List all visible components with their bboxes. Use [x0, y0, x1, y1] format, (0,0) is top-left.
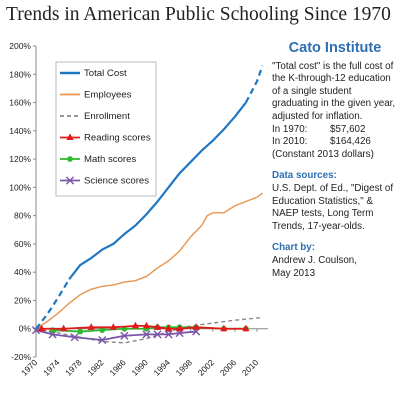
- y-tick-label: 160%: [9, 98, 31, 108]
- series-science-scores-point-stroke: [98, 335, 107, 345]
- series-science-scores-point: [164, 330, 173, 339]
- legend-item-total-cost: Total Cost: [60, 68, 127, 79]
- series-science-scores-point-stroke: [70, 333, 79, 342]
- series-reading-scores-point: [37, 324, 46, 332]
- legend-label-reading-scores: Reading scores: [84, 133, 151, 144]
- series-math-scores-point: [99, 327, 106, 334]
- y-tick-label: 80%: [14, 211, 31, 221]
- legend: Total Cost Employees Enrollment Reading sco…: [55, 61, 157, 197]
- series-employees: [35, 192, 263, 330]
- series-science-scores-point-stroke: [120, 331, 129, 340]
- x-tick-label: 1982: [85, 357, 106, 378]
- series-reading-scores-point: [164, 324, 173, 332]
- x-tick-label: 2006: [218, 357, 239, 378]
- x-tick-label: 1986: [107, 357, 128, 378]
- stat-2010: In 2010: $164,426: [272, 136, 398, 149]
- series-reading-scores-point: [142, 321, 151, 329]
- x-tick-label: 1990: [129, 357, 150, 378]
- legend-marker-math-scores: [67, 156, 73, 162]
- legend-marker-reading-scores: [66, 133, 74, 141]
- series-reading-scores-point: [192, 323, 200, 330]
- series-science-scores-point: [70, 333, 79, 342]
- series-science-scores-line: [35, 329, 197, 341]
- stat-1970: In 1970: $57,602: [272, 124, 398, 137]
- series-reading-scores-point: [109, 323, 117, 330]
- x-tick-label: 1998: [174, 357, 195, 378]
- series-science-scores-point: [31, 326, 41, 335]
- legend-marker-science-scores-stroke: [65, 176, 75, 185]
- series-reading-scores: [37, 321, 250, 332]
- series-reading-scores-line: [41, 325, 246, 330]
- legend-label-total-cost: Total Cost: [84, 68, 127, 79]
- data-sources-heading: Data sources:: [272, 170, 337, 182]
- chart-by-date: May 2013: [272, 267, 316, 279]
- series-total-cost-line-segment: [35, 278, 71, 330]
- legend-label-science-scores: Science scores: [84, 176, 149, 187]
- y-tick-label: 200%: [9, 41, 31, 51]
- legend-label-employees: Employees: [84, 90, 132, 101]
- x-tick-label: 1978: [63, 357, 84, 378]
- series-science-scores-point: [48, 330, 57, 339]
- x-tick-label: 1974: [41, 357, 62, 378]
- series-science-scores-point-stroke: [48, 330, 57, 339]
- legend-label-enrollment: Enrollment: [84, 111, 130, 122]
- series-total-cost: [35, 65, 264, 330]
- stat-2010-value: $164,426: [330, 136, 371, 148]
- legend-item-science-scores: Science scores: [60, 176, 149, 187]
- series-reading-scores-point: [176, 324, 184, 332]
- series-science-scores-point: [153, 330, 162, 339]
- series-layer: [31, 65, 264, 345]
- y-tick-label: 60%: [14, 239, 31, 249]
- series-reading-scores-point: [60, 324, 68, 332]
- stat-2010-label: In 2010:: [272, 136, 308, 148]
- series-math-scores-point: [77, 328, 84, 335]
- stat-1970-value: $57,602: [330, 123, 366, 135]
- series-science-scores-point: [142, 330, 151, 339]
- series-reading-scores-point: [220, 324, 228, 332]
- y-tick-label: 140%: [9, 126, 31, 136]
- series-total-cost-line-segment: [244, 65, 264, 104]
- data-sources-text: U.S. Dept. of Ed., "Digest of Education …: [272, 182, 394, 232]
- series-science-scores: [31, 326, 201, 345]
- legend-item-math-scores: Math scores: [60, 154, 136, 165]
- brand-title: Cato Institute: [288, 40, 382, 56]
- series-science-scores-point: [120, 331, 129, 340]
- chart-title: Trends in American Public Schooling Sinc…: [6, 4, 391, 25]
- series-science-scores-point: [98, 335, 107, 345]
- y-tick-label: -20%: [11, 352, 31, 362]
- x-tick-label: 2010: [240, 357, 261, 378]
- series-science-scores-point-stroke: [164, 330, 173, 339]
- series-reading-scores-point: [131, 321, 140, 329]
- y-tick-label: 100%: [9, 182, 31, 192]
- series-reading-scores-point: [87, 323, 95, 330]
- legend-label-math-scores: Math scores: [84, 154, 136, 165]
- series-science-scores-point-stroke: [31, 326, 41, 335]
- y-tick-label: 0%: [19, 324, 32, 334]
- legend-marker-science-scores: [65, 176, 75, 185]
- legend-item-employees: Employees: [60, 90, 132, 101]
- series-employees-line: [35, 192, 263, 330]
- legend-box: [55, 61, 157, 197]
- series-reading-scores-point: [153, 323, 162, 330]
- x-tick-label: 2002: [196, 357, 217, 378]
- y-tick-label: 40%: [14, 267, 31, 277]
- series-science-scores-point-stroke: [142, 330, 151, 339]
- chart-by-author: Andrew J. Coulson,: [272, 254, 357, 266]
- legend-item-enrollment: Enrollment: [60, 111, 130, 122]
- side-panel: Cato Institute "Total cost" is the full …: [272, 40, 398, 280]
- constant-dollars-note: (Constant 2013 dollars): [272, 148, 374, 160]
- series-reading-scores-point: [242, 324, 250, 332]
- series-total-cost-line-segment: [68, 101, 247, 280]
- chart-by-heading: Chart by:: [272, 242, 316, 254]
- y-tick-label: 20%: [14, 295, 31, 305]
- x-tick-label: 1994: [152, 357, 173, 378]
- description-text: "Total cost" is the full cost of the K-t…: [272, 60, 396, 122]
- y-tick-label: 180%: [9, 69, 31, 79]
- series-science-scores-point-stroke: [153, 330, 162, 339]
- legend-item-reading-scores: Reading scores: [60, 133, 151, 144]
- y-tick-label: 120%: [9, 154, 31, 164]
- stat-1970-label: In 1970:: [272, 123, 308, 135]
